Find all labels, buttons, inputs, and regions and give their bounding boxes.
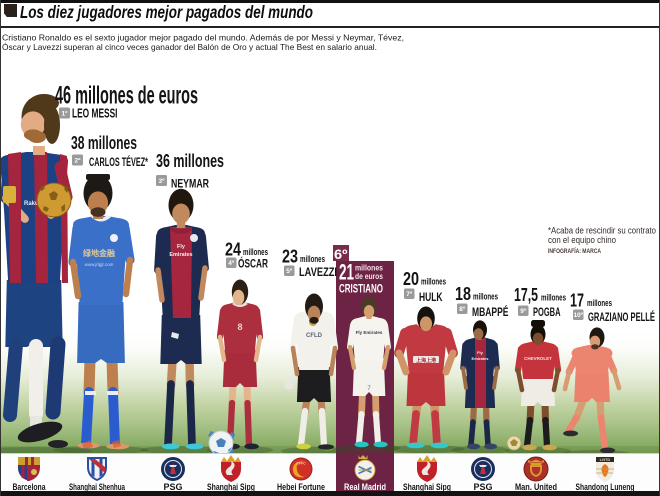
svg-text:millones: millones [587,298,612,309]
svg-text:18: 18 [455,283,471,304]
svg-text:21: 21 [339,260,354,285]
svg-text:Barcelona: Barcelona [13,482,47,492]
svg-text:LNTD: LNTD [600,457,611,462]
svg-text:Los diez jugadores mejor pagad: Los diez jugadores mejor pagados del mun… [20,2,313,22]
svg-text:Shanghai Sipg: Shanghai Sipg [207,482,255,492]
svg-text:millones: millones [421,276,446,287]
svg-text:millones: millones [355,263,383,273]
svg-text:8: 8 [237,322,242,332]
svg-text:LEO MESSI: LEO MESSI [72,106,118,120]
svg-text:绿地金融: 绿地金融 [83,248,115,258]
svg-text:*Acaba de rescindir su contrat: *Acaba de rescindir su contrato [548,225,656,235]
svg-text:GRAZIANO PELLÉ: GRAZIANO PELLÉ [588,309,655,324]
svg-text:NEYMAR: NEYMAR [171,177,209,191]
svg-text:Cristiano Ronaldo es el sexto: Cristiano Ronaldo es el sexto jugador me… [2,32,404,42]
svg-text:CFLD: CFLD [306,333,323,339]
svg-text:PSG: PSG [164,482,183,492]
svg-text:Fly: Fly [177,244,186,250]
svg-text:Emirates: Emirates [169,252,192,258]
svg-text:2º: 2º [75,158,82,165]
svg-text:millones: millones [541,292,566,303]
svg-text:9º: 9º [520,308,527,315]
svg-text:Shandong Luneng: Shandong Luneng [576,482,635,492]
svg-text:millones: millones [300,254,325,265]
svg-text:CFFC: CFFC [296,462,306,466]
svg-text:4º: 4º [228,260,235,267]
svg-text:17: 17 [570,289,584,310]
svg-text:5º: 5º [286,268,293,275]
svg-text:POGBA: POGBA [533,305,561,319]
svg-text:Hebei Fortune: Hebei Fortune [277,482,325,492]
svg-text:24: 24 [225,239,242,260]
svg-text:7: 7 [367,386,371,392]
svg-text:LAVEZZI: LAVEZZI [299,265,337,279]
svg-text:MBAPPÉ: MBAPPÉ [472,304,509,319]
svg-text:Shanghai Shenhua: Shanghai Shenhua [69,482,126,492]
svg-text:ÓSCAR: ÓSCAR [238,255,268,270]
svg-text:Fly Emirates: Fly Emirates [356,330,383,335]
svg-text:INFOGRAFÍA: MARCA: INFOGRAFÍA: MARCA [548,247,602,255]
svg-text:23: 23 [282,245,298,266]
svg-text:HULK: HULK [419,290,443,304]
svg-text:con el equipo chino: con el equipo chino [548,235,616,245]
svg-text:上海上港: 上海上港 [416,357,437,364]
svg-text:17,5: 17,5 [514,284,538,305]
svg-text:millones: millones [473,291,498,302]
svg-text:Real Madrid: Real Madrid [344,482,386,492]
svg-text:PSG: PSG [474,482,493,492]
svg-text:CARLOS TÉVEZ*: CARLOS TÉVEZ* [89,154,148,169]
svg-text:6º: 6º [334,246,348,262]
svg-text:Rakuten: Rakuten [24,201,48,207]
svg-text:38 millones: 38 millones [71,133,137,153]
svg-text:3º: 3º [159,178,166,185]
svg-text:20: 20 [403,268,419,289]
svg-text:Emirates: Emirates [472,356,490,361]
svg-text:Shanghai Sipg: Shanghai Sipg [403,482,451,492]
svg-text:36 millones: 36 millones [156,151,224,171]
svg-text:CRISTIANO: CRISTIANO [339,281,383,295]
svg-text:10º: 10º [573,312,583,319]
svg-text:Man. United: Man. United [515,482,557,492]
svg-text:8º: 8º [459,306,466,313]
svg-text:7º: 7º [406,291,413,298]
svg-text:1º: 1º [62,111,69,118]
svg-text:www.jrlgjt.com: www.jrlgjt.com [85,262,114,267]
svg-text:millones: millones [243,247,268,258]
svg-text:de euros: de euros [355,271,383,281]
svg-text:Óscar y Lavezzi superan al cin: Óscar y Lavezzi superan al cinco veces g… [2,42,377,52]
svg-text:CHEVROLET: CHEVROLET [524,356,552,361]
svg-text:46 millones de euros: 46 millones de euros [55,82,198,110]
svg-text:Fly: Fly [477,350,484,355]
